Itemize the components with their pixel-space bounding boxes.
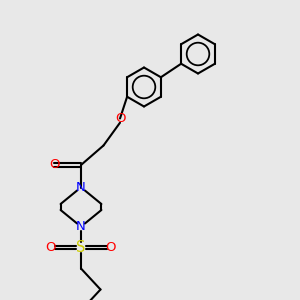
Text: O: O xyxy=(106,241,116,254)
Text: O: O xyxy=(49,158,59,172)
Text: O: O xyxy=(46,241,56,254)
Text: O: O xyxy=(115,112,125,125)
Text: N: N xyxy=(76,220,86,233)
Text: S: S xyxy=(76,240,86,255)
Text: N: N xyxy=(76,181,86,194)
